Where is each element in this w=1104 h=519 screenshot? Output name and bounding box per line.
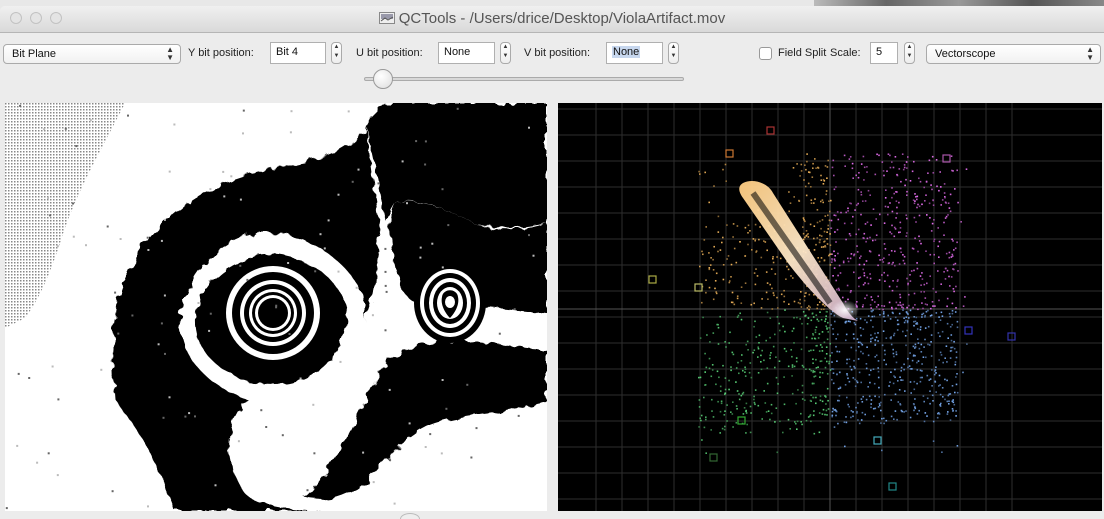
slider-knob[interactable]: [373, 69, 393, 89]
vectorscope-scatter: [698, 153, 968, 454]
v-bit-value: None: [612, 46, 641, 58]
target-rings-right: [414, 263, 486, 343]
v-bit-field[interactable]: None: [606, 42, 663, 64]
scale-label: Scale:: [830, 47, 861, 59]
vectorscope-view[interactable]: [558, 103, 1102, 511]
filter-select-value: Bit Plane: [12, 48, 57, 60]
y-bit-field[interactable]: Bit 4: [270, 42, 326, 64]
scale-value: 5: [876, 46, 883, 58]
filter-select[interactable]: Bit Plane ▲ ▼: [3, 44, 181, 64]
bitplane-view[interactable]: [5, 103, 547, 511]
toolbar: Bit Plane ▲ ▼ Y bit position: Bit 4 ▲ ▼ U …: [0, 33, 1104, 95]
u-bit-value: None: [444, 46, 471, 58]
v-bit-label: V bit position:: [524, 47, 591, 59]
v-bit-stepper[interactable]: ▲ ▼: [668, 42, 679, 64]
field-split-label: Field Split: [778, 47, 827, 59]
title-bar: QCTools - /Users/drice/Desktop/ViolaArti…: [0, 6, 1104, 33]
view-select-value: Vectorscope: [935, 48, 996, 60]
vectorscope-center-glow: [831, 300, 859, 320]
close-icon[interactable]: [10, 12, 22, 24]
field-split-checkbox[interactable]: [759, 47, 772, 60]
view-select[interactable]: Vectorscope ▲ ▼: [926, 44, 1101, 64]
y-bit-stepper[interactable]: ▲ ▼: [331, 42, 342, 64]
app-icon: [378, 12, 395, 24]
vectorscope-image: [558, 103, 1102, 511]
scale-field[interactable]: 5: [870, 42, 898, 64]
select-arrows-icon: ▲ ▼: [166, 45, 174, 62]
vectorscope-trace-core: [750, 191, 833, 305]
window-title-text: QCTools - /Users/drice/Desktop/ViolaArti…: [398, 10, 726, 27]
select-arrows-icon: ▲ ▼: [1086, 45, 1094, 62]
target-rings-left: [218, 258, 328, 368]
vectorscope-graticule: [558, 103, 1102, 511]
u-bit-field[interactable]: None: [438, 42, 495, 64]
splitter-handle[interactable]: [400, 513, 420, 519]
y-bit-value: Bit 4: [276, 46, 299, 58]
zoom-icon[interactable]: [50, 12, 62, 24]
bitplane-image: [5, 103, 547, 511]
u-bit-stepper[interactable]: ▲ ▼: [500, 42, 511, 64]
y-bit-label: Y bit position:: [188, 47, 254, 59]
bitplane-speckles: [5, 104, 535, 510]
window-title: QCTools - /Users/drice/Desktop/ViolaArti…: [0, 10, 1104, 27]
u-bit-label: U bit position:: [356, 47, 423, 59]
noise-region: [5, 103, 125, 328]
app-window: QCTools - /Users/drice/Desktop/ViolaArti…: [0, 6, 1104, 519]
target-boxes: [648, 126, 1016, 491]
slider-track[interactable]: [364, 77, 684, 81]
scale-stepper[interactable]: ▲ ▼: [904, 42, 915, 64]
minimize-icon[interactable]: [30, 12, 42, 24]
